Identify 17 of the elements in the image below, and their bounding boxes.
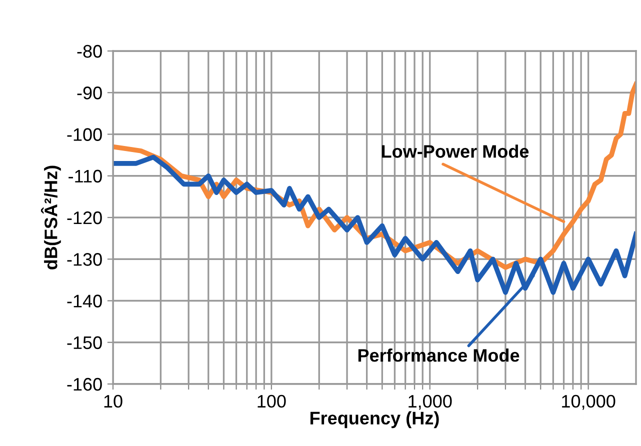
y-tick-label: -150: [67, 336, 102, 350]
annotation: Performance Mode: [358, 348, 520, 362]
x-tick-label: 1,000: [408, 394, 452, 410]
annotation: Low-Power Mode: [382, 144, 529, 158]
y-tick-label: -130: [67, 253, 102, 266]
x-tick-label: 10: [104, 394, 122, 408]
y-tick-label: -100: [67, 128, 102, 141]
y-tick-label: -80: [77, 44, 102, 58]
y-tick-label: -160: [67, 378, 102, 391]
x-tick-label: 10,000: [562, 394, 616, 410]
y-tick-label: -140: [67, 294, 102, 308]
y-tick-label: -120: [67, 211, 102, 224]
y-axis-title: dB(FSÂ²/Hz): [40, 166, 61, 270]
y-tick-label: -90: [77, 86, 102, 100]
x-axis-title: Frequency (Hz): [310, 411, 439, 428]
y-tick-label: -110: [68, 170, 102, 183]
x-tick-label: 100: [258, 394, 286, 408]
